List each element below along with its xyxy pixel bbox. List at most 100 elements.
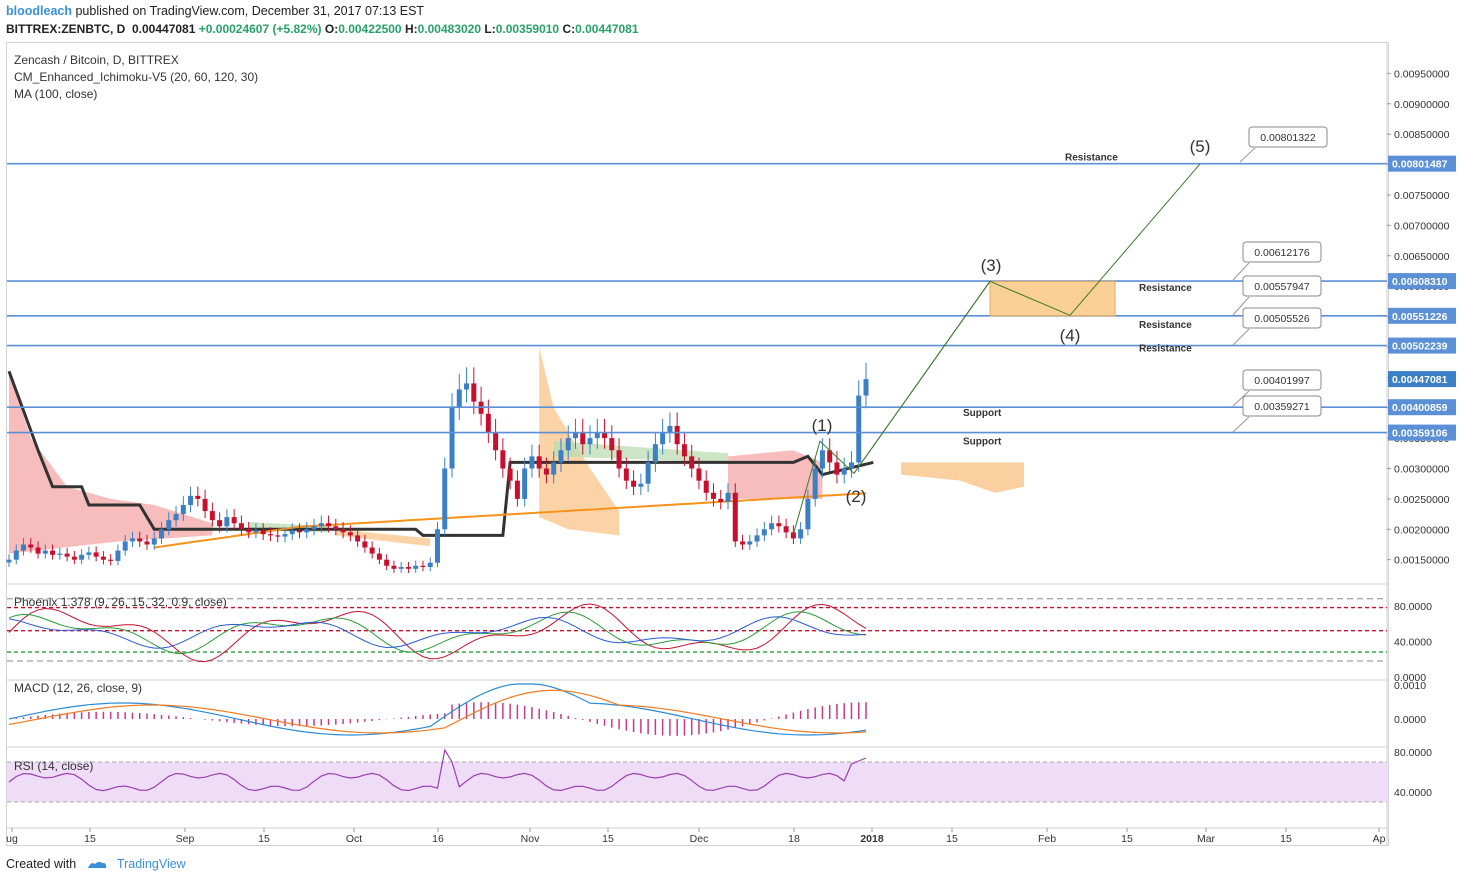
candle-body (340, 529, 346, 533)
candle-body (35, 547, 41, 554)
y-tick-label: 0.00150000 (1394, 555, 1450, 567)
legend-rsi: RSI (14, close) (14, 759, 93, 773)
ichimoku-cloud-orange (539, 346, 620, 536)
candle-body (740, 541, 746, 545)
x-tick-label: Dec (690, 833, 709, 845)
candle-body (246, 529, 252, 533)
legend-symbol: Zencash / Bitcoin, D, BITTREX (14, 53, 179, 67)
callout-box (1242, 241, 1322, 263)
callout-pointer (1232, 262, 1250, 281)
x-tick-label: Ap (1373, 833, 1386, 845)
candle-body (798, 529, 804, 539)
price-label: 0.00400859 (1392, 402, 1448, 414)
phoenix-tick-label: 40.0000 (1394, 636, 1432, 648)
x-tick-label: 2018 (860, 833, 884, 845)
candle-body (86, 552, 92, 555)
price-label-bg (1388, 337, 1456, 354)
symbol: BITTREX:ZENBTC, D (6, 22, 126, 36)
level-label: Support (963, 408, 1002, 419)
ichimoku-cloud-orange (335, 529, 431, 547)
wave-label: (2) (846, 487, 867, 506)
wave-label: (5) (1190, 137, 1211, 156)
y-tick-label: 0.00750000 (1394, 190, 1450, 202)
candle-body (64, 553, 70, 557)
legend-macd: MACD (12, 26, close, 9) (14, 681, 142, 695)
callout-box (1242, 395, 1322, 417)
publish-header: bloodleach published on TradingView.com,… (6, 4, 424, 18)
y-tick-label: 0.00300000 (1394, 464, 1450, 476)
callout-pointer (1232, 390, 1250, 407)
footer: Created with TradingView (6, 857, 186, 871)
close-label: C: (562, 22, 576, 36)
legend-phoenix: Phoenix 1.378 (9, 26, 15, 32, 0.9, close… (14, 595, 227, 609)
candle-body (449, 407, 455, 469)
candle-body (289, 530, 295, 535)
candle-body (362, 541, 368, 548)
x-tick-label: 18 (788, 833, 800, 845)
candle-body (834, 462, 840, 475)
candle-body (195, 495, 201, 499)
x-tick-label: 15 (84, 833, 96, 845)
ichimoku-cloud-bearish (9, 371, 213, 554)
candle-body (369, 547, 375, 554)
price-label-bg (1388, 424, 1456, 441)
macd-signal-line (8, 689, 867, 734)
price-label-bg (1388, 399, 1456, 416)
author-link[interactable]: bloodleach (6, 4, 72, 18)
candle-body (616, 450, 622, 469)
price-label-bg (1388, 273, 1456, 290)
wave-label: (1) (812, 416, 833, 435)
macd-tick-label: 0.0010 (1394, 680, 1426, 692)
candle-body (71, 556, 77, 560)
macd-line (8, 683, 867, 736)
candle-body (558, 450, 564, 463)
candle-body (631, 480, 637, 487)
price-label-bg (1388, 307, 1456, 324)
candle-body (456, 389, 462, 408)
candle-body (565, 438, 571, 451)
candle-body (427, 562, 433, 567)
phoenix-line-green (8, 611, 867, 655)
candle-body (129, 538, 135, 542)
candle-body (217, 520, 223, 527)
x-tick-label: 16 (432, 833, 444, 845)
level-label: Resistance (1139, 283, 1192, 294)
candle-body (514, 480, 520, 499)
x-tick-label: 15 (258, 833, 270, 845)
candle-body (238, 523, 244, 530)
candle-body (471, 383, 477, 402)
chart-frame[interactable] (6, 42, 1389, 846)
level-label: Resistance (1139, 344, 1192, 355)
tradingview-link[interactable]: TradingView (116, 857, 186, 871)
candle-body (710, 492, 716, 499)
candle-body (580, 432, 586, 445)
low-value: 0.00359010 (495, 22, 560, 36)
candle-body (282, 534, 288, 537)
y-tick-label: 0.00250000 (1394, 494, 1450, 506)
candle-body (841, 468, 847, 475)
candle-body (500, 450, 506, 469)
candle-body (50, 550, 56, 555)
price-label-bg (1388, 155, 1456, 172)
candle-body (6, 559, 12, 563)
candle-body (311, 526, 317, 530)
rsi-line (8, 748, 867, 792)
high-label: H: (404, 22, 418, 36)
y-tick-label: 0.00700000 (1394, 220, 1450, 232)
candle-body (151, 538, 157, 545)
candle-body (681, 444, 687, 457)
open-value: 0.00422500 (338, 22, 402, 36)
wave-zone-box (989, 280, 1116, 317)
candle-body (863, 379, 869, 396)
candle-body (812, 468, 818, 499)
candle-body (79, 554, 85, 560)
candle-body (827, 450, 833, 463)
candle-body (776, 523, 782, 527)
callout-pointer (1232, 328, 1250, 346)
y-tick-label: 0.00950000 (1394, 68, 1450, 80)
x-tick-label: 15 (1121, 833, 1133, 845)
candle-body (202, 498, 208, 512)
candle-body (551, 462, 557, 475)
candle-body (253, 530, 259, 533)
